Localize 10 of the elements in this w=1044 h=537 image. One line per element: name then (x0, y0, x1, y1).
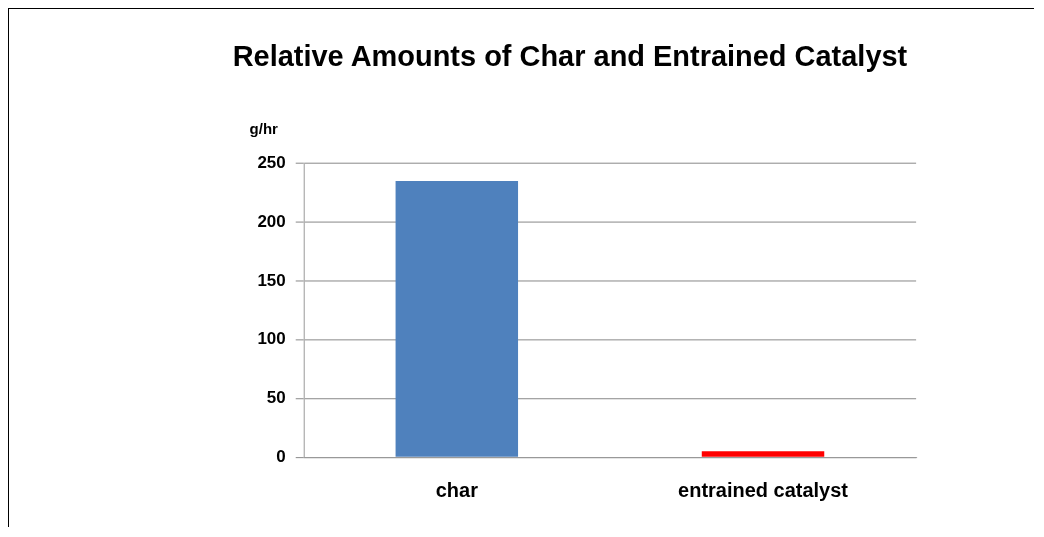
y-tick-label: 0 (276, 446, 286, 466)
x-tick-label: entrained catalyst (678, 478, 849, 501)
y-axis-title: g/hr (249, 119, 279, 137)
y-tick-label: 250 (257, 153, 286, 173)
y-tick-label: 150 (257, 270, 286, 290)
y-tick-label: 50 (266, 388, 286, 408)
x-tick-label: char (435, 478, 479, 501)
y-tick-label: 200 (257, 211, 286, 231)
chart-title: Relative Amounts of Char and Entrained Catalyst (232, 40, 908, 73)
y-tick-label: 100 (257, 329, 286, 349)
